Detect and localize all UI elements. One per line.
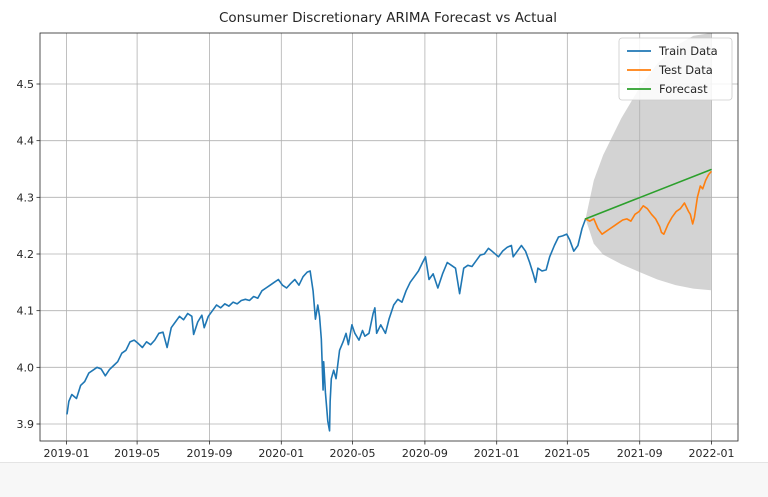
y-tick-label: 4.3	[17, 191, 35, 204]
y-tick-label: 4.5	[17, 78, 35, 91]
arima-forecast-chart: Consumer Discretionary ARIMA Forecast vs…	[17, 10, 739, 460]
x-tick-label: 2019-01	[43, 447, 89, 460]
series-line-forecast	[584, 168, 712, 220]
grid-layer	[40, 33, 738, 441]
notebook-output-footer	[0, 462, 768, 497]
y-tick-label: 4.0	[17, 361, 35, 374]
x-tick-label: 2020-09	[402, 447, 448, 460]
series-line-test-data	[584, 171, 712, 235]
series-line-train-data	[66, 218, 587, 432]
x-tick-label: 2021-09	[617, 447, 663, 460]
x-tick-label: 2019-05	[114, 447, 160, 460]
x-tick-label: 2020-05	[330, 447, 376, 460]
x-tick-label: 2020-01	[258, 447, 304, 460]
x-tick-label: 2019-09	[187, 447, 233, 460]
legend-label: Train Data	[658, 44, 718, 58]
legend-label: Forecast	[659, 82, 708, 96]
y-tick-label: 4.4	[17, 135, 35, 148]
x-tick-label: 2022-01	[689, 447, 735, 460]
chart-container: Consumer Discretionary ARIMA Forecast vs…	[17, 10, 739, 460]
x-tick-label: 2021-01	[474, 447, 520, 460]
chart-title: Consumer Discretionary ARIMA Forecast vs…	[219, 10, 557, 26]
plot-frame	[39, 32, 739, 442]
series-layer	[66, 168, 712, 432]
y-tick-label: 4.1	[17, 305, 35, 318]
x-axis-ticks: 2019-01 2019-05 2019-09 2020-01 2020-05 2020-…	[43, 441, 735, 460]
y-tick-label: 4.2	[17, 248, 35, 261]
legend-box	[618, 37, 733, 101]
legend-label: Test Data	[658, 63, 713, 77]
y-axis-ticks: 3.9 4.0 4.1 4.2 4.3 4.4 4.5	[17, 78, 40, 431]
x-tick-label: 2021-05	[544, 447, 590, 460]
legend: Train Data Test Data Forecast	[618, 37, 733, 101]
y-tick-label: 3.9	[17, 418, 35, 431]
